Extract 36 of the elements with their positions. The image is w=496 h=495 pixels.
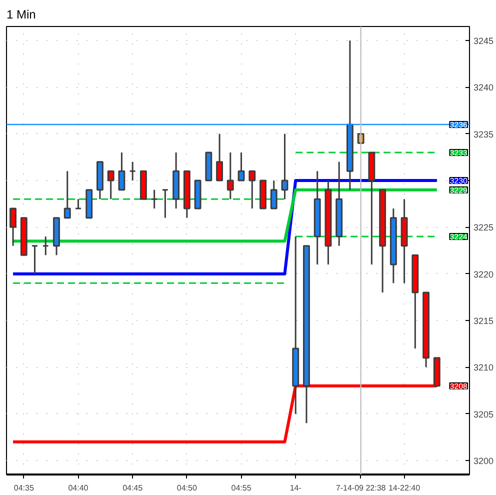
candlestick xyxy=(216,133,223,182)
candlestick xyxy=(248,170,256,210)
candlestick xyxy=(74,198,82,210)
candlestick xyxy=(162,189,169,219)
candlestick xyxy=(107,170,114,200)
candlestick xyxy=(64,170,71,219)
candlestick xyxy=(118,152,126,191)
x-tick-label: 14-22:40 xyxy=(388,484,421,492)
candlestick xyxy=(129,161,136,182)
candlestick xyxy=(270,180,278,210)
y-tick-label: 3215 xyxy=(474,316,494,326)
y-tick-label: 3210 xyxy=(474,362,494,373)
candlestick xyxy=(226,152,234,200)
candlestick xyxy=(10,208,16,247)
x-tick-label: 04:55 xyxy=(231,484,252,492)
chart-title: 1 Min xyxy=(6,8,36,22)
data-label: 3208 xyxy=(450,382,468,391)
candlestick xyxy=(238,152,245,182)
candlestick xyxy=(150,189,158,210)
x-tick-label: 04:40 xyxy=(68,484,89,492)
candlestick xyxy=(31,245,38,275)
x-tick-label: 14- xyxy=(290,484,302,492)
y-tick-label: 3240 xyxy=(474,82,494,93)
y-tick-label: 3225 xyxy=(474,222,494,233)
data-label: 3229 xyxy=(450,186,468,195)
x-tick-label: 04:35 xyxy=(14,484,34,492)
x-tick-label: 04:45 xyxy=(122,484,144,492)
y-tick-label: 3220 xyxy=(474,269,494,280)
x-tick-label: 7-14-09 22:38 xyxy=(336,484,386,492)
y-tick-label: 3245 xyxy=(474,36,494,46)
y-tick-label: 3205 xyxy=(474,409,494,420)
y-tick-label: 3235 xyxy=(474,129,494,140)
y-tick-label: 3200 xyxy=(474,456,494,466)
candlestick xyxy=(281,133,288,200)
x-tick-label: 04:50 xyxy=(176,484,198,492)
candlestick xyxy=(42,236,50,256)
